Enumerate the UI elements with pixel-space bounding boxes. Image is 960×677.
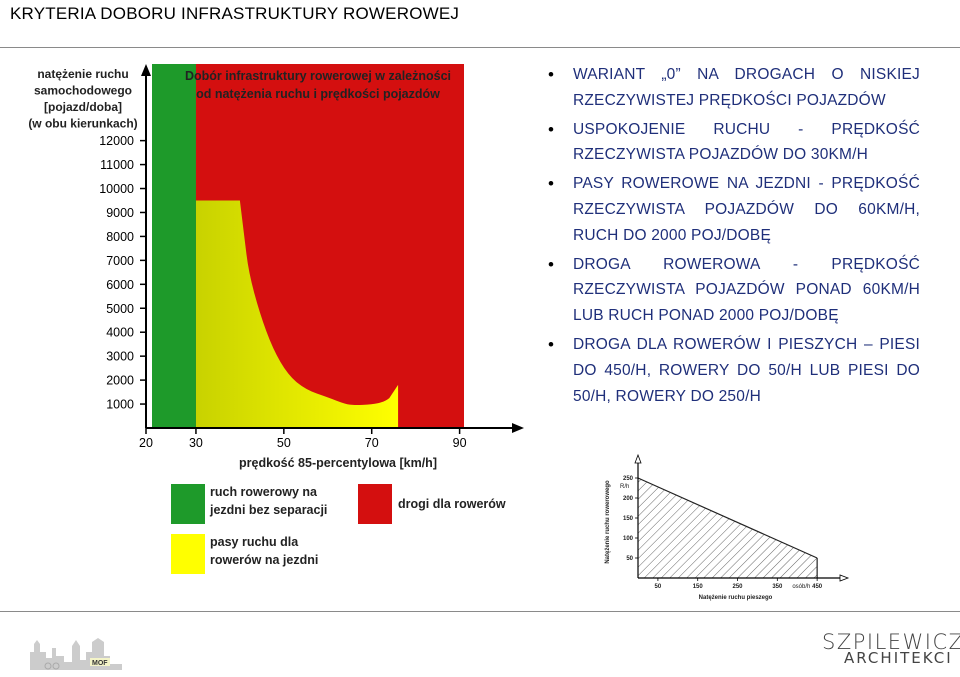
legend-swatch [171, 484, 205, 524]
list-item: USPOKOJENIE RUCHU - PRĘDKOŚĆ RZECZYWISTA… [548, 117, 920, 169]
legend-swatch [171, 534, 205, 574]
y-tick-label: 250 [623, 476, 634, 482]
y-tick-label: 6000 [106, 278, 134, 292]
list-item: DROGA DLA ROWERÓW I PIESZYCH – PIESI DO … [548, 332, 920, 409]
x-tick-label: 50 [277, 436, 291, 450]
bike-wheel-icon [52, 662, 60, 670]
page-title: KRYTERIA DOBORU INFRASTRUKTURY ROWEROWEJ [10, 4, 460, 23]
logo-badge [90, 658, 110, 666]
mof-logo: MOF [26, 622, 130, 672]
y-axis-arrow-icon [634, 453, 642, 464]
y-unit-label: R/h [620, 484, 629, 490]
x-tick-label: 90 [453, 436, 467, 450]
y-tick-label: 9000 [106, 206, 134, 220]
x-axis-label: prędkość 85-percentylowa [km/h] [239, 456, 437, 470]
bike-wheel-icon [44, 662, 52, 670]
x-axis-arrow-icon [839, 574, 850, 582]
y-tick-label: 200 [623, 496, 634, 502]
x-tick-label: 350 [772, 584, 783, 590]
y-tick-label: 50 [626, 556, 633, 562]
y-tick-label: 2000 [106, 374, 134, 388]
y-tick-label: 1000 [106, 398, 134, 412]
brand-name: SZPILEWICZ [822, 630, 960, 654]
region-ruch-bez-separacji [152, 64, 196, 428]
legend-label: ruch rowerowy na jezdni bez separacji [209, 485, 327, 517]
region-pasy-ruchu [195, 64, 399, 428]
brand-subtitle: ARCHITEKCI [844, 649, 953, 667]
x-axis-arrow-icon [512, 423, 524, 433]
x-unit-label: osób/h [792, 584, 810, 590]
y-tick-label: 4000 [106, 326, 134, 340]
x-tick-label: 70 [365, 436, 379, 450]
mof-logo-text: MOF [92, 660, 108, 667]
x-tick-label: 450 [812, 584, 823, 590]
y-tick-label: 12000 [99, 134, 134, 148]
y-tick-label: 10000 [99, 182, 134, 196]
x-axis-label: Natężenie ruchu pieszego [699, 595, 773, 601]
list-item: PASY ROWEROWE NA JEZDNI - PRĘDKOŚĆ RZECZ… [548, 171, 920, 248]
y-tick-label: 8000 [106, 230, 134, 244]
legend-swatch [358, 484, 392, 524]
footer-divider [0, 611, 960, 612]
area-boundary-line [637, 477, 818, 559]
y-tick-label: 5000 [106, 302, 134, 316]
shared-path-area [638, 478, 818, 578]
y-tick-label: 7000 [106, 254, 134, 268]
y-axis-arrow-icon [141, 64, 151, 76]
y-tick-label: 100 [623, 536, 634, 542]
list-item: DROGA ROWEROWA - PRĘDKOŚĆ RZECZYWISTA PO… [548, 252, 920, 329]
legend-label: drogi dla rowerów [398, 497, 506, 511]
header-divider [0, 47, 960, 48]
y-axis-label: natężenie ruchu samochodowego [pojazd/doba… [28, 67, 137, 131]
chart-title: Dobór infrastruktury rowerowej w zależno… [185, 69, 451, 101]
x-tick-label: 50 [655, 584, 662, 590]
y-tick-label: 3000 [106, 350, 134, 364]
list-item: WARIANT „0” NA DROGACH O NISKIEJ RZECZYW… [548, 62, 920, 114]
x-tick-label: 250 [733, 584, 744, 590]
x-tick-label: 20 [139, 436, 153, 450]
szpilewicz-logo: SZPILEWICZ ARCHITEKCI [822, 630, 960, 670]
criteria-list: WARIANT „0” NA DROGACH O NISKIEJ RZECZYW… [548, 62, 920, 412]
y-tick-label: 11000 [100, 158, 134, 172]
x-tick-label: 30 [189, 436, 203, 450]
y-axis-label: Natężenie ruchu rowerowego [605, 480, 611, 564]
legend-label: pasy ruchu dla rowerów na jezdni [210, 535, 318, 567]
y-tick-label: 150 [623, 516, 634, 522]
x-tick-label: 150 [693, 584, 704, 590]
